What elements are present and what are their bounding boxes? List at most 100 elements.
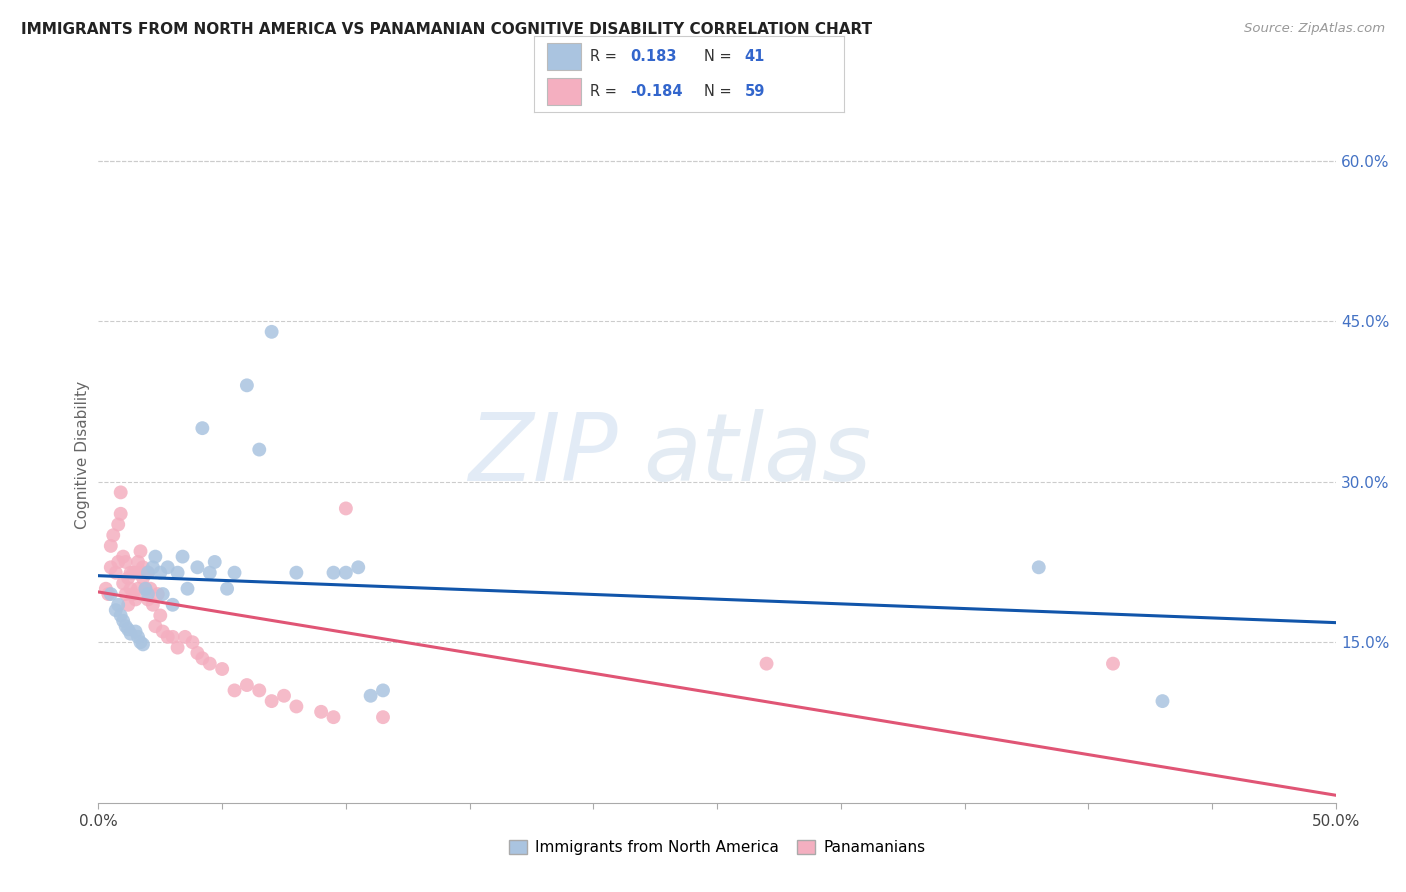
Point — [104, 566, 127, 580]
Point — [110, 485, 132, 500]
Point — [100, 539, 122, 553]
Point — [1028, 560, 1050, 574]
Point — [176, 582, 198, 596]
Point — [120, 566, 142, 580]
Point — [322, 566, 344, 580]
Point — [166, 566, 188, 580]
Point — [247, 442, 270, 457]
Point — [236, 678, 259, 692]
Text: -0.184: -0.184 — [630, 84, 683, 98]
Point — [143, 619, 166, 633]
Text: 59: 59 — [745, 84, 765, 98]
Point — [152, 587, 174, 601]
Point — [117, 623, 139, 637]
Point — [285, 566, 308, 580]
Point — [191, 421, 214, 435]
Point — [371, 710, 394, 724]
Point — [156, 560, 179, 574]
Point — [236, 378, 259, 392]
Point — [260, 325, 283, 339]
Legend: Immigrants from North America, Panamanians: Immigrants from North America, Panamania… — [503, 834, 931, 862]
Point — [755, 657, 778, 671]
Point — [224, 683, 246, 698]
Point — [97, 587, 120, 601]
Point — [322, 710, 344, 724]
Point — [198, 657, 221, 671]
Y-axis label: Cognitive Disability: Cognitive Disability — [75, 381, 90, 529]
Point — [134, 582, 156, 596]
Text: R =: R = — [591, 84, 621, 98]
Text: IMMIGRANTS FROM NORTH AMERICA VS PANAMANIAN COGNITIVE DISABILITY CORRELATION CHA: IMMIGRANTS FROM NORTH AMERICA VS PANAMAN… — [21, 22, 872, 37]
Point — [127, 582, 149, 596]
Point — [112, 614, 135, 628]
Point — [120, 626, 142, 640]
Point — [162, 598, 184, 612]
Text: N =: N = — [704, 84, 737, 98]
Point — [149, 608, 172, 623]
Point — [142, 598, 165, 612]
Point — [132, 637, 155, 651]
Point — [181, 635, 204, 649]
Point — [174, 630, 197, 644]
Point — [110, 608, 132, 623]
Point — [100, 587, 122, 601]
Point — [127, 555, 149, 569]
FancyBboxPatch shape — [547, 78, 581, 105]
FancyBboxPatch shape — [547, 43, 581, 70]
Point — [117, 598, 139, 612]
Point — [114, 555, 136, 569]
Point — [136, 592, 159, 607]
Point — [104, 603, 127, 617]
Point — [152, 624, 174, 639]
Point — [129, 544, 152, 558]
Point — [224, 566, 246, 580]
Point — [100, 560, 122, 574]
Point — [146, 587, 169, 601]
Point — [124, 624, 146, 639]
Point — [122, 566, 145, 580]
Point — [136, 566, 159, 580]
Point — [124, 592, 146, 607]
Point — [166, 640, 188, 655]
Point — [110, 507, 132, 521]
Point — [129, 566, 152, 580]
Point — [285, 699, 308, 714]
Point — [360, 689, 382, 703]
Point — [198, 566, 221, 580]
Point — [129, 635, 152, 649]
Point — [371, 683, 394, 698]
Point — [132, 560, 155, 574]
Point — [134, 582, 156, 596]
Point — [1152, 694, 1174, 708]
Text: 0.183: 0.183 — [630, 49, 676, 63]
Point — [132, 571, 155, 585]
Text: ZIP: ZIP — [468, 409, 619, 500]
Point — [136, 587, 159, 601]
Text: Source: ZipAtlas.com: Source: ZipAtlas.com — [1244, 22, 1385, 36]
Point — [94, 582, 117, 596]
Text: 41: 41 — [745, 49, 765, 63]
Point — [112, 549, 135, 564]
Point — [107, 598, 129, 612]
Point — [117, 571, 139, 585]
Point — [273, 689, 295, 703]
Text: N =: N = — [704, 49, 737, 63]
Point — [149, 566, 172, 580]
Point — [204, 555, 226, 569]
Point — [120, 582, 142, 596]
Point — [122, 587, 145, 601]
Point — [143, 549, 166, 564]
Point — [172, 549, 194, 564]
Point — [186, 646, 208, 660]
Point — [136, 566, 159, 580]
Point — [1102, 657, 1125, 671]
Point — [139, 582, 162, 596]
Point — [211, 662, 233, 676]
Point — [127, 630, 149, 644]
Point — [124, 566, 146, 580]
Point — [335, 501, 357, 516]
Text: atlas: atlas — [643, 409, 872, 500]
Point — [107, 517, 129, 532]
Point — [260, 694, 283, 708]
Point — [142, 560, 165, 574]
